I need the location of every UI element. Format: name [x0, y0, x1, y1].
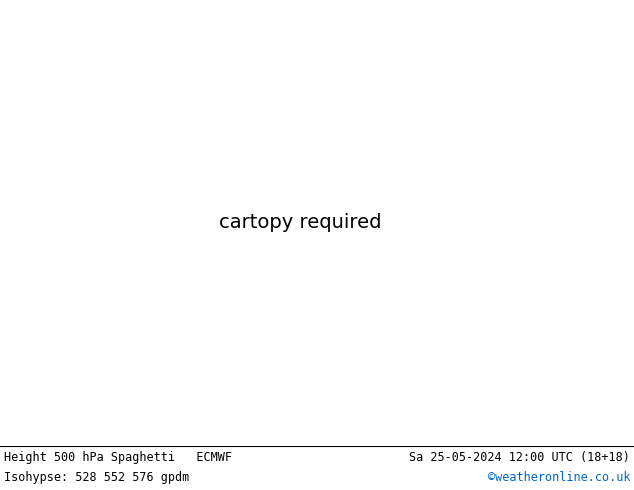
Text: Height 500 hPa Spaghetti   ECMWF: Height 500 hPa Spaghetti ECMWF — [4, 451, 232, 465]
Text: cartopy required: cartopy required — [219, 214, 382, 232]
Text: Isohypse: 528 552 576 gpdm: Isohypse: 528 552 576 gpdm — [4, 471, 190, 485]
Text: ©weatheronline.co.uk: ©weatheronline.co.uk — [488, 471, 630, 485]
Text: Sa 25-05-2024 12:00 UTC (18+18): Sa 25-05-2024 12:00 UTC (18+18) — [409, 451, 630, 465]
